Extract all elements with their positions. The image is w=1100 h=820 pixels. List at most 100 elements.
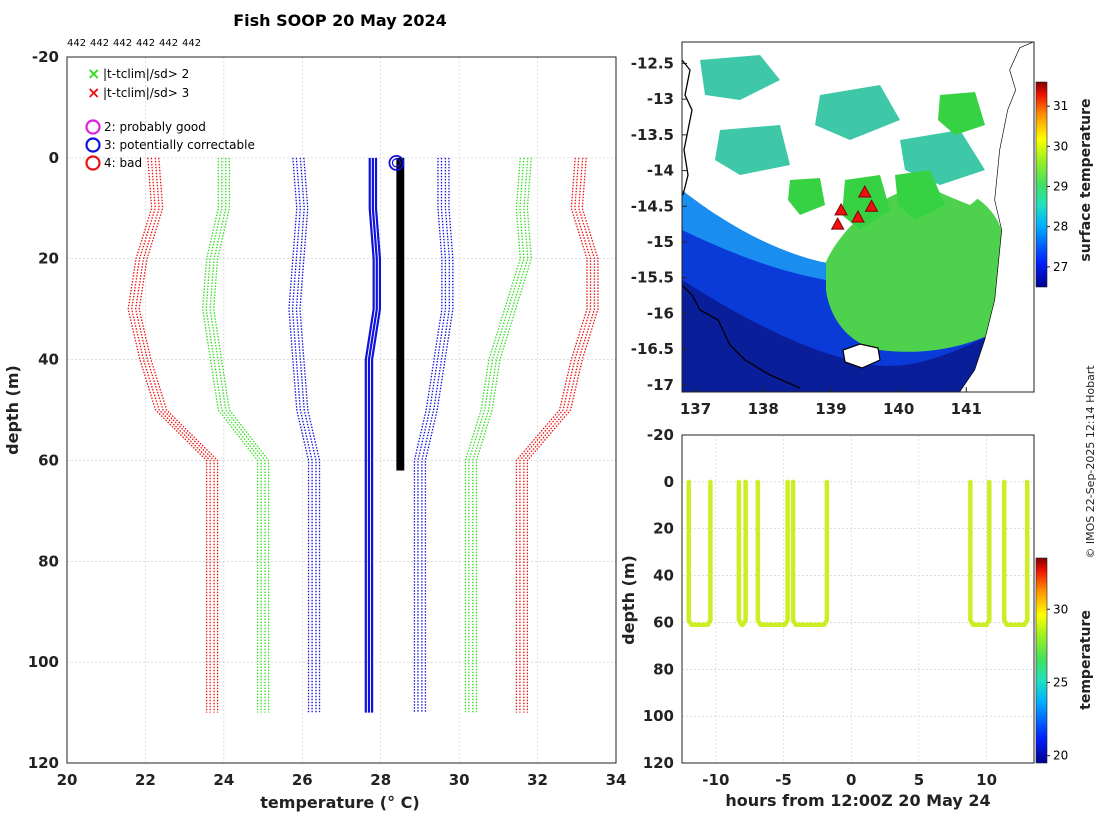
profile-line-clim-1sd (288, 157, 310, 713)
observed-profiles (396, 157, 405, 471)
time-depth-cast (686, 479, 713, 628)
profile-line-clim-3sd (134, 157, 215, 713)
map-station-marker (851, 209, 865, 223)
legend-symbol-gt3: × (87, 83, 100, 102)
profile-line-clim-3sd (138, 157, 219, 713)
profile-y-tick-label: 120 (28, 754, 59, 772)
profile-line-clim-3sd (519, 157, 592, 713)
legend-symbol-gt2: × (87, 64, 100, 83)
sst-colorbar-tick-label: 28 (1053, 220, 1068, 234)
flag-3-marker-inner (391, 158, 401, 168)
time-x-tick-label: 5 (914, 771, 924, 789)
profile-y-tick-label: 60 (38, 451, 59, 469)
time-y-tick-label: 60 (653, 613, 674, 631)
map-y-tick-label: -16 (647, 304, 674, 322)
temp-colorbar-tick-label: 25 (1053, 675, 1068, 689)
map-station-marker (857, 184, 872, 198)
profile-line-clim-2sd (475, 157, 532, 713)
profile-x-tick-label: 32 (527, 771, 548, 789)
sst-colorbar (1035, 81, 1048, 288)
profile-line-clim-2sd (468, 157, 525, 713)
legend-circle-flag4 (85, 155, 101, 171)
profile-count-label: 442 (67, 38, 86, 49)
time-depth-cast (790, 479, 830, 628)
legend-circle-flag3 (85, 137, 101, 153)
sst-colorbar-ticks: 27 28 29 30 31 (1047, 99, 1068, 274)
profile-count-labels: 442 442 442 442 442 442 (67, 38, 201, 49)
time-depth-cast (1001, 479, 1030, 628)
profile-count-label: 442 (182, 38, 201, 49)
time-y-tick-label: 100 (643, 707, 674, 725)
time-x-tick-label: -5 (775, 771, 792, 789)
map-y-tick-label: -14 (647, 162, 674, 180)
profile-line-clim-3sd (526, 157, 599, 713)
time-depth-ticks: -10 -5 0 5 10 -20 0 20 40 60 80 100 120 (643, 426, 997, 789)
legend-label-flag2: 2: probably good (104, 120, 206, 134)
profile-y-tick-label: 40 (38, 351, 59, 369)
map-y-tick-label: -13 (647, 90, 674, 108)
profile-line-clim-mean (367, 157, 378, 713)
map-y-tick-label: -15 (647, 233, 674, 251)
temp-colorbar-ticks: 20 25 30 (1047, 602, 1068, 763)
map-x-tick-label: 139 (815, 400, 846, 418)
temp-colorbar (1035, 557, 1048, 764)
map-ticks: 137 138 139 140 141 -12.5 -13 -13.5 -14 -14.5 -15 -… (631, 54, 982, 418)
profile-line-clim-2sd (202, 157, 259, 713)
profile-line-clim-2sd (464, 157, 521, 713)
profile-line-clim-2sd (205, 157, 262, 713)
profile-line-clim-2sd (209, 157, 266, 713)
profile-y-label: depth (m) (3, 365, 22, 455)
legend-circle-flag2 (85, 119, 101, 135)
profile-grid (66, 56, 617, 764)
map-y-tick-label: -12.5 (631, 54, 674, 72)
time-y-tick-label: 0 (664, 473, 674, 491)
map-x-tick-label: 138 (748, 400, 779, 418)
profile-x-tick-label: 22 (135, 771, 156, 789)
map-land-east (960, 42, 1034, 392)
time-y-tick-label: 40 (653, 567, 674, 585)
temp-colorbar-tick-label: 20 (1053, 749, 1068, 763)
profile-line-clim-1sd (295, 157, 317, 713)
profile-legend: × |t-tclim|/sd> 2 × |t-tclim|/sd> 3 2: p… (85, 64, 255, 171)
time-depth-frame (681, 434, 1035, 764)
profile-line-clim-3sd (131, 157, 211, 713)
map-x-tick-label: 137 (680, 400, 711, 418)
time-depth-y-label: depth (m) (619, 555, 638, 645)
legend-label-gt3: |t-tclim|/sd> 3 (103, 86, 189, 100)
map-y-tick-label: -16.5 (631, 340, 674, 358)
map-y-tick-label: -15.5 (631, 269, 674, 287)
profile-plot-frame (66, 56, 617, 764)
profile-x-tick-label: 34 (606, 771, 627, 789)
profile-line-clim-3sd (523, 157, 596, 713)
profile-y-tick-label: 100 (28, 653, 59, 671)
profile-x-tick-label: 20 (57, 771, 78, 789)
profile-line-clim-3sd (127, 157, 208, 713)
profile-x-tick-label: 28 (370, 771, 391, 789)
sst-colorbar-tick-label: 29 (1053, 180, 1068, 194)
profile-x-tick-label: 24 (213, 771, 234, 789)
map-cloud-gaps (700, 55, 985, 185)
profile-x-label: temperature (° C) (260, 793, 419, 812)
sst-colorbar-tick-label: 30 (1053, 139, 1068, 153)
map-x-tick-label: 140 (883, 400, 914, 418)
map-navy-south (682, 280, 1000, 392)
map-coastline-west (682, 59, 801, 389)
profile-y-tick-label: 20 (38, 250, 59, 268)
profile-line-clim-1sd (291, 157, 313, 713)
temp-colorbar-label: temperature (1078, 610, 1094, 710)
time-depth-cast (736, 479, 748, 628)
profile-count-label: 442 (136, 38, 155, 49)
flag-3-marker (388, 154, 405, 171)
map-station-marker (830, 217, 845, 230)
profile-line-clim-3sd (515, 157, 588, 713)
profile-line-clim-mean (364, 157, 375, 713)
map-green-blobs (788, 92, 985, 230)
map-green-region (826, 185, 1003, 352)
map-station-marker (864, 199, 879, 212)
time-depth-cast (968, 479, 992, 628)
map-y-tick-label: -14.5 (631, 197, 674, 215)
map-frame (681, 41, 1035, 393)
time-y-tick-label: 20 (653, 520, 674, 538)
profile-ticks: 20 22 24 26 28 30 32 34 -20 0 20 40 60 80 100 120 (28, 48, 627, 789)
